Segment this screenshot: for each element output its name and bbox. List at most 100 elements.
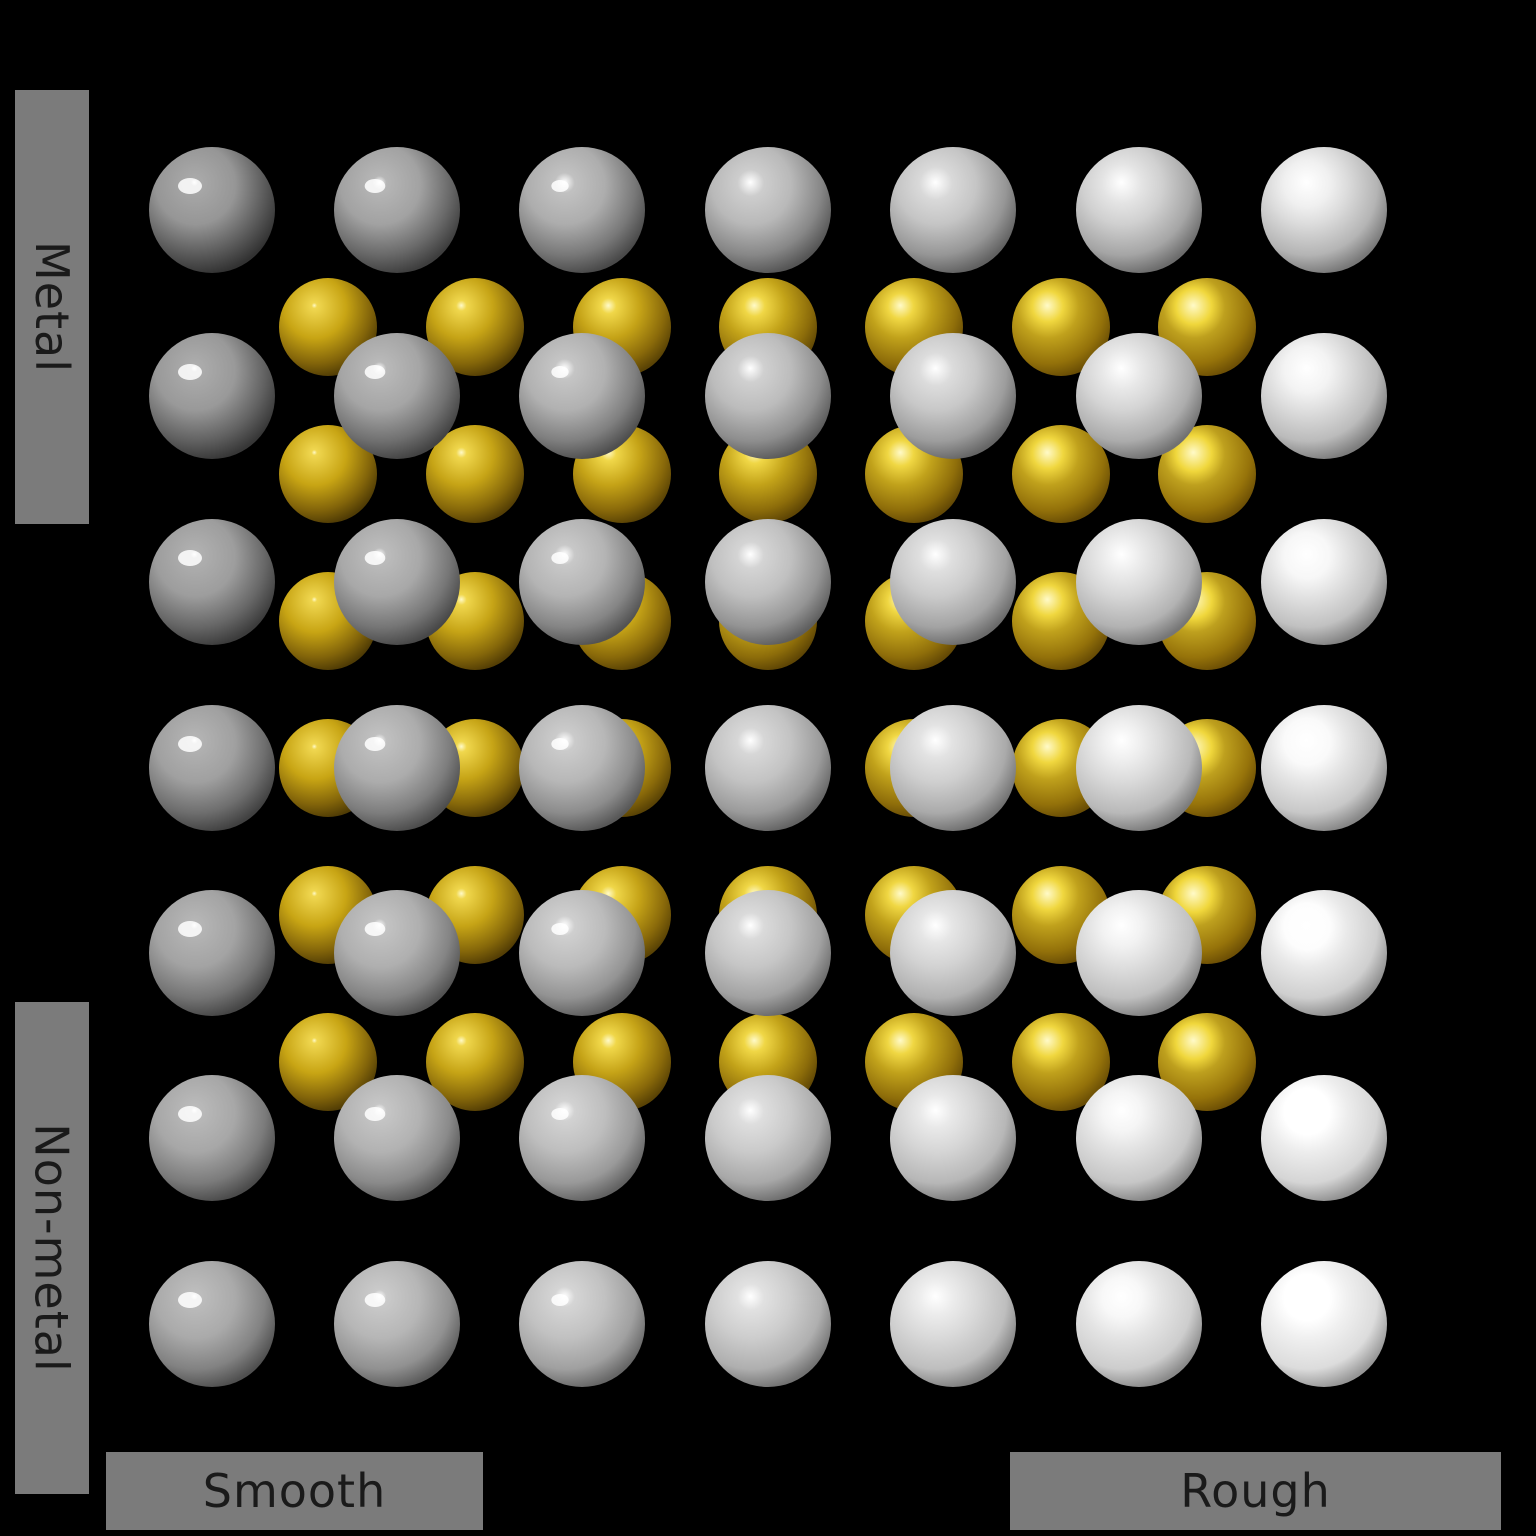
gold-sphere: [1158, 1013, 1256, 1111]
silver-sphere: [705, 1075, 831, 1201]
silver-sphere: [1076, 147, 1202, 273]
silver-sphere-body: [1261, 1075, 1387, 1201]
specular-highlight: [364, 1107, 386, 1121]
silver-sphere-body: [890, 147, 1016, 273]
silver-sphere-body: [1076, 1261, 1202, 1387]
specular-highlight: [551, 180, 569, 192]
gold-sphere: [426, 278, 524, 376]
silver-sphere-body: [1261, 1261, 1387, 1387]
specular-highlight: [178, 736, 202, 752]
silver-sphere: [890, 1261, 1016, 1387]
silver-sphere: [705, 890, 831, 1016]
silver-sphere-body: [1076, 333, 1202, 459]
silver-sphere-body: [519, 519, 645, 645]
silver-sphere: [890, 1075, 1016, 1201]
silver-sphere: [519, 705, 645, 831]
non-metal-axis-label: Non-metal: [15, 1002, 89, 1494]
silver-sphere-body: [705, 519, 831, 645]
specular-highlight: [178, 1106, 202, 1122]
specular-highlight: [364, 179, 386, 193]
silver-sphere: [1076, 1075, 1202, 1201]
silver-sphere: [705, 519, 831, 645]
silver-sphere-body: [890, 890, 1016, 1016]
silver-sphere: [149, 705, 275, 831]
silver-sphere-body: [149, 1261, 275, 1387]
silver-sphere-body: [705, 705, 831, 831]
specular-highlight: [364, 737, 386, 751]
silver-sphere: [890, 705, 1016, 831]
silver-sphere-body: [890, 333, 1016, 459]
specular-highlight: [178, 921, 202, 937]
silver-sphere-body: [705, 1075, 831, 1201]
silver-sphere-body: [1076, 890, 1202, 1016]
silver-sphere: [890, 519, 1016, 645]
silver-sphere: [334, 147, 460, 273]
silver-sphere: [334, 1075, 460, 1201]
silver-sphere: [1076, 333, 1202, 459]
silver-sphere-body: [334, 1261, 460, 1387]
silver-sphere: [705, 1261, 831, 1387]
rough-axis-label: Rough: [1010, 1452, 1501, 1530]
silver-sphere-body: [149, 147, 275, 273]
silver-sphere-body: [1261, 890, 1387, 1016]
gold-sphere: [1012, 278, 1110, 376]
silver-sphere-body: [334, 890, 460, 1016]
silver-sphere-body: [705, 147, 831, 273]
silver-sphere-body: [519, 147, 645, 273]
specular-highlight: [364, 551, 386, 565]
silver-sphere: [1076, 519, 1202, 645]
silver-sphere-body: [1076, 705, 1202, 831]
specular-highlight: [364, 365, 386, 379]
silver-sphere-body: [1076, 147, 1202, 273]
specular-highlight: [551, 1108, 569, 1120]
silver-sphere: [149, 519, 275, 645]
silver-sphere-body: [334, 333, 460, 459]
silver-sphere: [334, 333, 460, 459]
silver-sphere-body: [890, 1261, 1016, 1387]
silver-sphere-body: [519, 1261, 645, 1387]
silver-sphere: [334, 519, 460, 645]
silver-sphere-body: [890, 705, 1016, 831]
gold-sphere: [279, 1013, 377, 1111]
silver-sphere-body: [1261, 147, 1387, 273]
silver-sphere: [149, 890, 275, 1016]
silver-sphere-body: [149, 890, 275, 1016]
specular-highlight: [551, 923, 569, 935]
silver-sphere: [1261, 890, 1387, 1016]
silver-sphere: [1261, 1075, 1387, 1201]
silver-sphere-body: [149, 1075, 275, 1201]
silver-sphere: [1261, 147, 1387, 273]
silver-sphere: [149, 1075, 275, 1201]
silver-sphere: [149, 333, 275, 459]
silver-sphere-body: [705, 1261, 831, 1387]
specular-highlight: [178, 178, 202, 194]
silver-sphere: [890, 333, 1016, 459]
silver-sphere-body: [334, 147, 460, 273]
specular-highlight: [551, 1294, 569, 1306]
silver-sphere: [1076, 705, 1202, 831]
silver-sphere-body: [149, 519, 275, 645]
gold-sphere: [1158, 425, 1256, 523]
silver-sphere: [705, 147, 831, 273]
silver-sphere-body: [519, 333, 645, 459]
silver-sphere-body: [1261, 705, 1387, 831]
silver-sphere: [890, 890, 1016, 1016]
silver-sphere-body: [890, 519, 1016, 645]
specular-highlight: [364, 922, 386, 936]
specular-highlight: [551, 552, 569, 564]
silver-sphere-body: [519, 890, 645, 1016]
metal-axis-label: Metal: [15, 90, 89, 524]
silver-sphere: [519, 1075, 645, 1201]
silver-sphere-body: [1261, 519, 1387, 645]
silver-sphere: [519, 890, 645, 1016]
silver-sphere-body: [519, 705, 645, 831]
silver-sphere: [334, 1261, 460, 1387]
silver-sphere-body: [1076, 519, 1202, 645]
silver-sphere: [705, 705, 831, 831]
silver-sphere: [334, 890, 460, 1016]
silver-sphere: [890, 147, 1016, 273]
silver-sphere: [519, 333, 645, 459]
silver-sphere: [1261, 519, 1387, 645]
silver-sphere-body: [334, 519, 460, 645]
